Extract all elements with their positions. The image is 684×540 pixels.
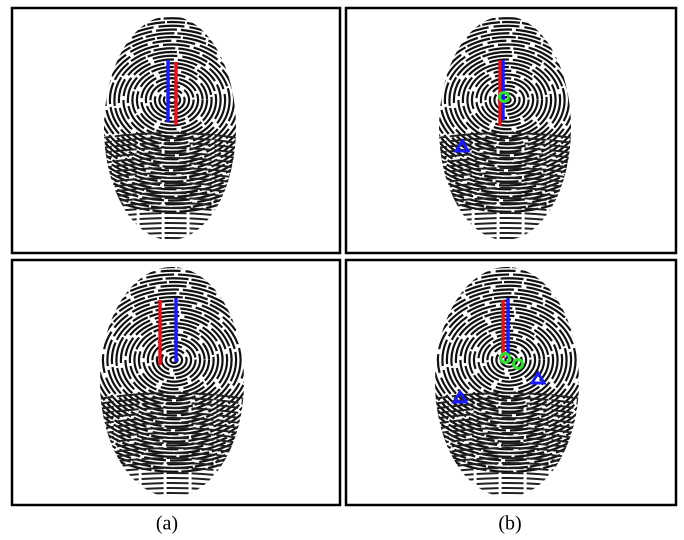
figure: (a) (b)	[0, 0, 684, 540]
caption: (b)	[498, 513, 521, 535]
panels	[12, 8, 676, 505]
caption: (a)	[156, 513, 178, 535]
